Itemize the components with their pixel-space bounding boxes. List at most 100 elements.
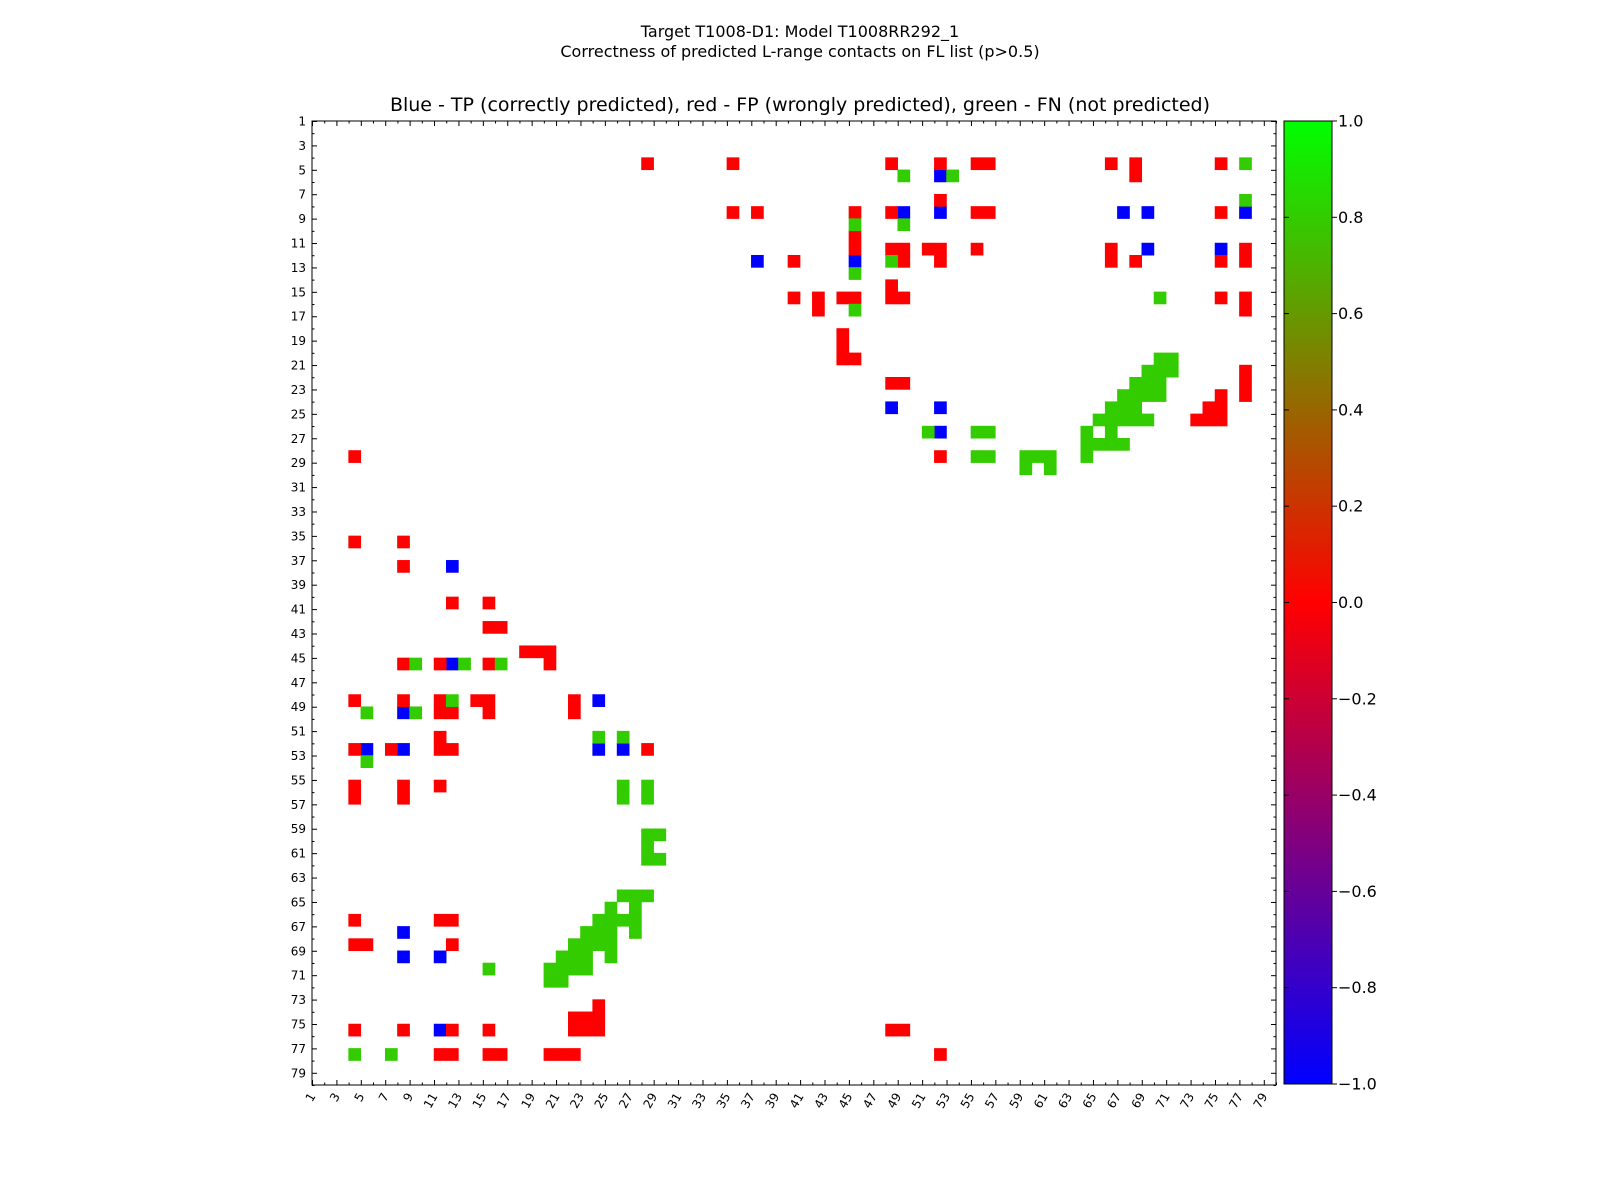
x-tick-label: 55 bbox=[958, 1091, 978, 1111]
fp-cell bbox=[482, 694, 496, 707]
fp-cell bbox=[482, 621, 496, 634]
tp-cell bbox=[934, 169, 947, 183]
x-tick-label: 65 bbox=[1080, 1091, 1100, 1111]
tp-cell bbox=[616, 743, 630, 756]
fp-cell bbox=[1239, 242, 1252, 256]
tp-cell bbox=[897, 206, 911, 219]
fp-cell bbox=[445, 743, 459, 756]
fn-cell bbox=[604, 901, 618, 915]
tp-cell bbox=[1141, 206, 1155, 219]
y-tick-label: 7 bbox=[298, 188, 306, 202]
fn-cell bbox=[1092, 438, 1106, 451]
fp-cell bbox=[848, 242, 862, 256]
fp-cell bbox=[921, 242, 935, 256]
fn-cell bbox=[568, 962, 581, 976]
tp-cell bbox=[445, 560, 459, 573]
fp-cell bbox=[519, 645, 532, 659]
fn-cell bbox=[1117, 389, 1130, 402]
y-tick-label: 1 bbox=[298, 115, 306, 129]
y-tick-label: 71 bbox=[291, 969, 306, 983]
x-tick-label: 1 bbox=[303, 1091, 319, 1105]
y-tick-label: 55 bbox=[291, 773, 306, 787]
fn-cell bbox=[629, 889, 642, 903]
fn-cell bbox=[616, 913, 630, 927]
tp-cell bbox=[1214, 242, 1228, 256]
fp-cell bbox=[982, 157, 996, 171]
fn-cell bbox=[1129, 401, 1143, 415]
tp-cell bbox=[1239, 206, 1252, 219]
fn-cell bbox=[982, 425, 996, 439]
fp-cell bbox=[482, 1048, 496, 1061]
x-tick-label: 31 bbox=[665, 1091, 685, 1111]
fp-cell bbox=[934, 450, 947, 463]
x-tick-label: 71 bbox=[1153, 1091, 1173, 1111]
tp-cell bbox=[445, 657, 459, 671]
fp-cell bbox=[970, 157, 984, 171]
y-tick-label: 27 bbox=[291, 432, 306, 446]
y-tick-label: 15 bbox=[291, 285, 306, 299]
fp-cell bbox=[836, 352, 850, 366]
colorbar-tick-label: 0.0 bbox=[1338, 593, 1363, 612]
fp-cell bbox=[348, 1023, 362, 1037]
fp-cell bbox=[397, 535, 410, 549]
fn-cell bbox=[641, 791, 654, 805]
fn-cell bbox=[641, 779, 654, 793]
fn-cell bbox=[543, 974, 557, 988]
fp-cell bbox=[751, 206, 764, 219]
fp-cell bbox=[482, 1023, 496, 1037]
colorbar-axis: 1.0 0.8 0.6 0.4 0.2 0.0 −0.2 −0.4 −0.6 −0.8 −1.0 bbox=[1284, 112, 1377, 1094]
fn-cell bbox=[1104, 413, 1118, 427]
fp-cell bbox=[848, 206, 862, 219]
x-tick-label: 21 bbox=[543, 1091, 563, 1111]
fn-cell bbox=[1141, 377, 1155, 390]
fn-cell bbox=[1104, 425, 1118, 439]
x-tick-label: 61 bbox=[1031, 1091, 1051, 1111]
fp-cell bbox=[641, 157, 654, 171]
x-tick-label: 57 bbox=[982, 1091, 1002, 1111]
tp-cell bbox=[360, 743, 374, 756]
fn-cell bbox=[616, 791, 630, 805]
fn-cell bbox=[494, 657, 508, 671]
fn-cell bbox=[555, 950, 569, 964]
tp-cell bbox=[934, 206, 947, 219]
tp-cell bbox=[848, 254, 862, 268]
fp-cell bbox=[897, 254, 911, 268]
fp-cell bbox=[397, 791, 410, 805]
y-tick-label: 37 bbox=[291, 554, 306, 568]
y-tick-label: 77 bbox=[291, 1042, 306, 1056]
fn-cell bbox=[1153, 352, 1167, 366]
fn-cell bbox=[592, 730, 606, 744]
fn-cell bbox=[848, 218, 862, 232]
fp-cell bbox=[568, 1023, 581, 1037]
fn-cell bbox=[1104, 438, 1118, 451]
fn-cell bbox=[1117, 438, 1130, 451]
fn-cell bbox=[897, 218, 911, 232]
fp-cell bbox=[592, 1023, 606, 1037]
fp-cell bbox=[1214, 389, 1228, 402]
y-tick-label: 11 bbox=[291, 237, 306, 251]
fn-cell bbox=[921, 425, 935, 439]
fn-cell bbox=[555, 974, 569, 988]
fn-cell bbox=[568, 938, 581, 952]
y-tick-label: 75 bbox=[291, 1017, 306, 1031]
fn-cell bbox=[1080, 438, 1094, 451]
fn-cell bbox=[641, 828, 654, 842]
fp-cell bbox=[445, 938, 459, 952]
chart-title: Target T1008-D1: Model T1008RR292_1 bbox=[640, 22, 960, 41]
fp-cell bbox=[397, 694, 410, 707]
fp-cell bbox=[982, 206, 996, 219]
x-tick-label: 35 bbox=[714, 1091, 734, 1111]
y-tick-label: 13 bbox=[291, 261, 306, 275]
tp-cell bbox=[592, 694, 606, 707]
fp-cell bbox=[482, 706, 496, 720]
fn-cell bbox=[848, 267, 862, 280]
x-tick-label: 33 bbox=[689, 1091, 709, 1111]
x-tick-label: 23 bbox=[567, 1091, 587, 1111]
colorbar bbox=[1283, 120, 1333, 1085]
fp-cell bbox=[433, 743, 447, 756]
x-tick-label: 53 bbox=[933, 1091, 953, 1111]
fp-cell bbox=[348, 450, 362, 463]
fp-cell bbox=[1214, 413, 1228, 427]
colorbar-tick-label: −0.6 bbox=[1338, 882, 1377, 901]
fp-cell bbox=[1129, 169, 1143, 183]
